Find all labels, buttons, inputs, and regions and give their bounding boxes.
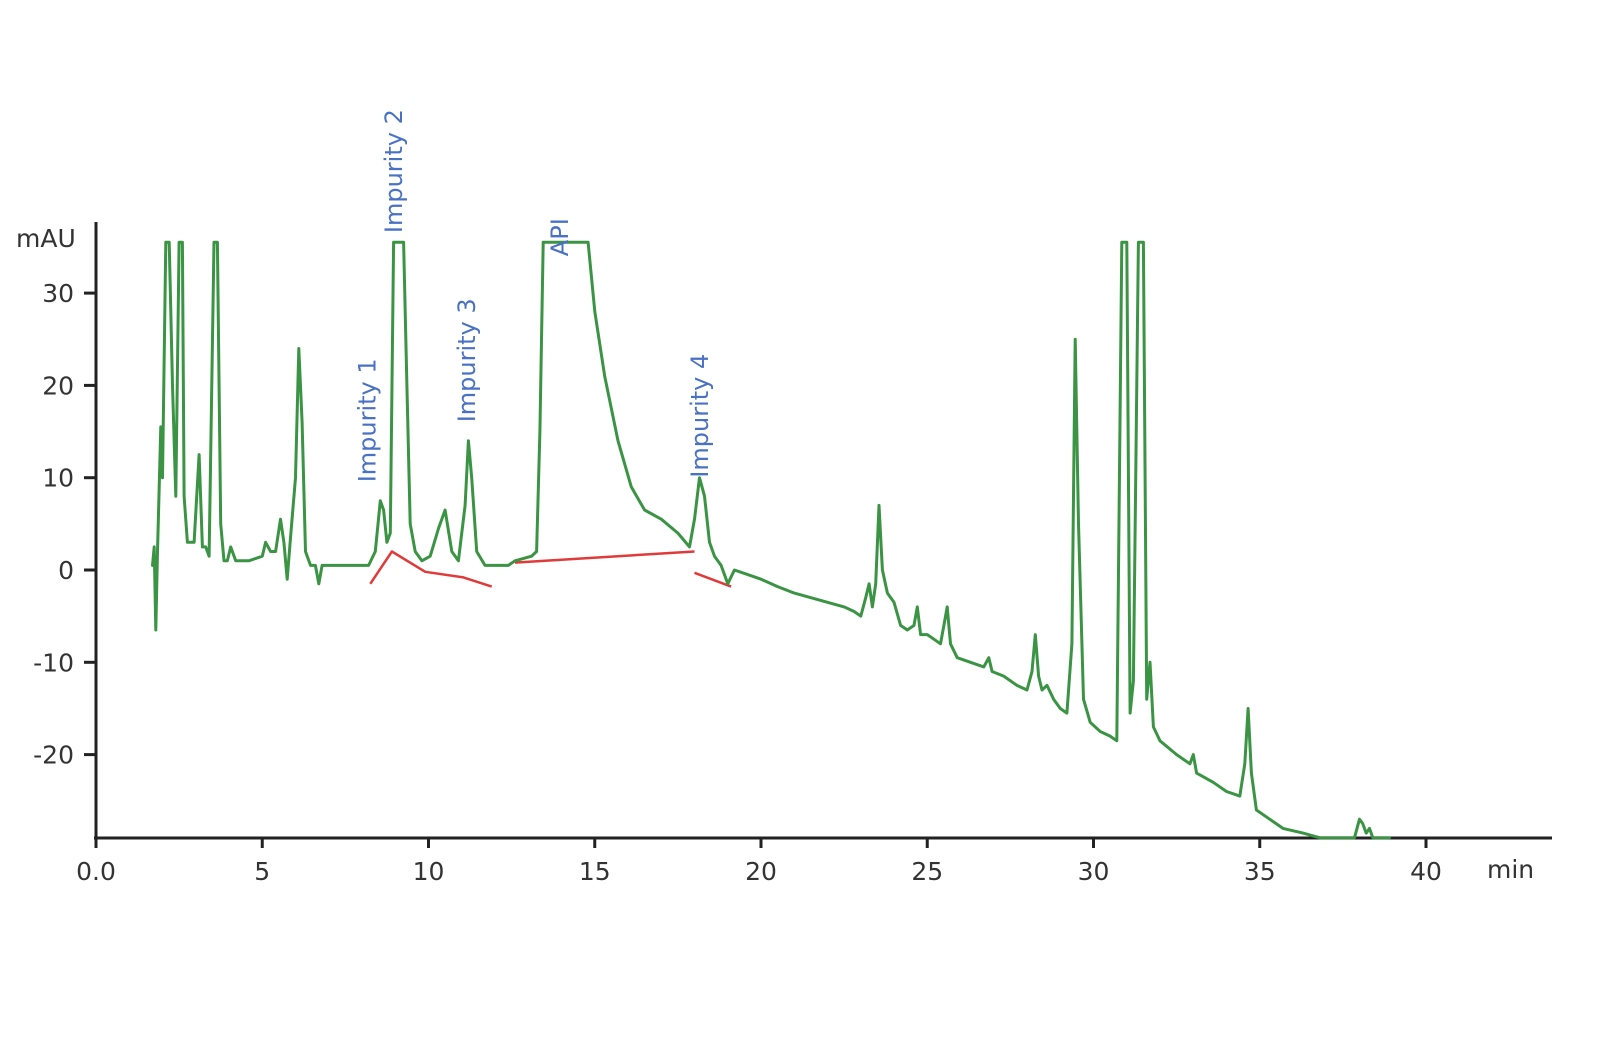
- x-tick-label: 0.0: [76, 857, 116, 886]
- y-tick-label: 0: [58, 556, 74, 585]
- peak-label: Impurity 2: [380, 109, 408, 233]
- y-axis-unit-label: mAU: [16, 224, 76, 253]
- x-axis-unit-label: min: [1487, 855, 1534, 884]
- peak-label: Impurity 3: [453, 298, 481, 422]
- y-tick-label: 20: [42, 371, 74, 400]
- x-tick-label: 35: [1244, 857, 1276, 886]
- x-tick-label: 20: [745, 857, 777, 886]
- x-axis-ticks: 0.0 5 10 15 20 25 30 35 40: [76, 838, 1442, 886]
- integration-baselines: [369, 550, 732, 588]
- x-tick-label: 40: [1410, 857, 1442, 886]
- y-tick-label: 10: [42, 464, 74, 493]
- x-tick-label: 30: [1078, 857, 1110, 886]
- chart-axes: [94, 222, 1552, 840]
- integration-baseline: [369, 550, 493, 588]
- x-tick-label: 15: [579, 857, 611, 886]
- x-tick-label: 5: [254, 857, 270, 886]
- integration-baseline: [694, 571, 732, 588]
- x-tick-label: 10: [413, 857, 445, 886]
- peak-label: API: [546, 218, 574, 256]
- trace-layer: [151, 240, 1391, 840]
- peak-annotations: Impurity 1 Impurity 2 Impurity 3 API Impurit…: [353, 109, 714, 482]
- chromatogram-trace: [151, 240, 1391, 840]
- peak-label: Impurity 4: [686, 354, 714, 478]
- y-axis-ticks: 30 20 10 0 -10 -20: [33, 279, 96, 770]
- peak-label: Impurity 1: [353, 358, 381, 482]
- integration-baseline: [514, 550, 695, 564]
- x-tick-label: 25: [911, 857, 943, 886]
- y-tick-label: 30: [42, 279, 74, 308]
- y-tick-label: -20: [33, 741, 74, 770]
- y-tick-label: -10: [33, 648, 74, 677]
